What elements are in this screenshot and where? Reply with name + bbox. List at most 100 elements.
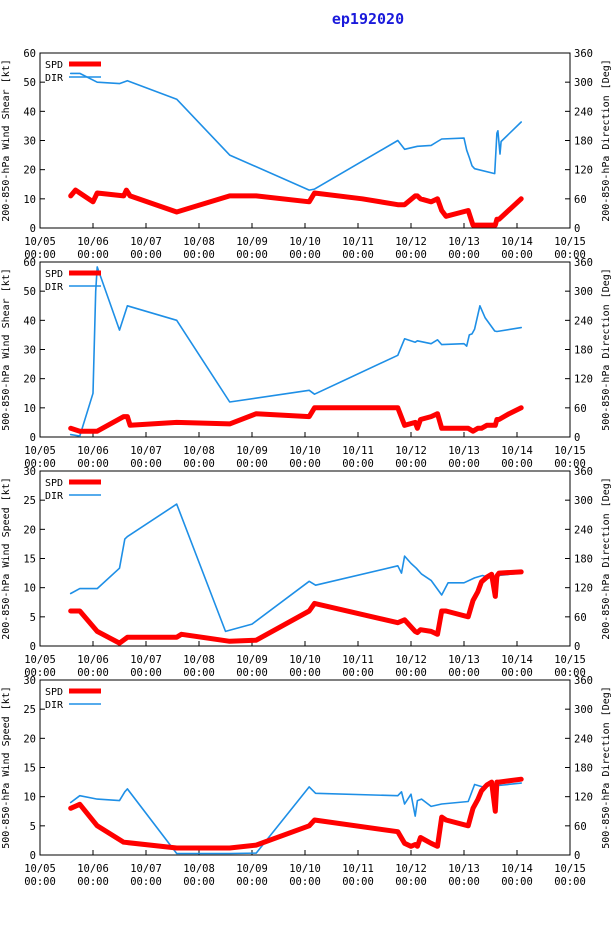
y2-tick-label: 0 bbox=[574, 641, 580, 653]
x-tick-time: 00:00 bbox=[342, 249, 374, 261]
x-tick-date: 10/15 bbox=[554, 654, 586, 666]
x-tick-time: 00:00 bbox=[395, 249, 427, 261]
x-tick-date: 10/12 bbox=[395, 236, 427, 248]
x-tick-time: 00:00 bbox=[130, 249, 162, 261]
x-tick-date: 10/11 bbox=[342, 863, 374, 875]
x-tick-time: 00:00 bbox=[289, 458, 321, 470]
y2-tick-label: 240 bbox=[574, 733, 593, 745]
y2-tick-label: 360 bbox=[574, 675, 593, 687]
x-tick-time: 00:00 bbox=[554, 876, 586, 888]
y2-tick-label: 60 bbox=[574, 821, 587, 833]
x-tick-time: 00:00 bbox=[289, 249, 321, 261]
x-tick-date: 10/09 bbox=[236, 863, 268, 875]
y2-tick-label: 180 bbox=[574, 554, 593, 566]
x-tick-date: 10/06 bbox=[77, 863, 109, 875]
x-tick-time: 00:00 bbox=[24, 876, 56, 888]
x-tick-date: 10/13 bbox=[448, 445, 480, 457]
x-tick-time: 00:00 bbox=[448, 249, 480, 261]
y-axis-label: 200-850-hPa Wind Speed [kt] bbox=[1, 477, 12, 640]
y-axis-label: 500-850-hPa Wind Shear [kt] bbox=[1, 268, 12, 431]
y2-tick-label: 240 bbox=[574, 315, 593, 327]
legend-label-dir: DIR bbox=[45, 73, 64, 84]
y-tick-label: 30 bbox=[23, 345, 36, 357]
spd-series-line bbox=[68, 569, 524, 646]
y2-axis-label: 200-850-hPa Direction [Deg] bbox=[601, 477, 612, 640]
y-tick-label: 5 bbox=[30, 821, 36, 833]
chart-panel-2: 010203040506006012018024030036010/0500:0… bbox=[1, 257, 612, 470]
y2-tick-label: 60 bbox=[574, 403, 587, 415]
dir-series-line bbox=[69, 782, 523, 855]
x-tick-date: 10/08 bbox=[183, 236, 215, 248]
y-tick-label: 30 bbox=[23, 136, 36, 148]
x-tick-time: 00:00 bbox=[501, 458, 533, 470]
x-tick-time: 00:00 bbox=[289, 876, 321, 888]
x-tick-time: 00:00 bbox=[24, 667, 56, 679]
x-tick-date: 10/11 bbox=[342, 445, 374, 457]
y2-tick-label: 0 bbox=[574, 432, 580, 444]
x-tick-date: 10/14 bbox=[501, 445, 533, 457]
x-tick-date: 10/05 bbox=[24, 445, 56, 457]
y-tick-label: 30 bbox=[23, 675, 36, 687]
x-tick-time: 00:00 bbox=[448, 458, 480, 470]
y-tick-label: 50 bbox=[23, 77, 36, 89]
x-tick-date: 10/08 bbox=[183, 445, 215, 457]
y-tick-label: 20 bbox=[23, 374, 36, 386]
x-tick-time: 00:00 bbox=[77, 249, 109, 261]
x-tick-time: 00:00 bbox=[501, 667, 533, 679]
y-tick-label: 15 bbox=[23, 763, 36, 775]
y-tick-label: 40 bbox=[23, 315, 36, 327]
y-tick-label: 5 bbox=[30, 612, 36, 624]
y-tick-label: 60 bbox=[23, 48, 36, 60]
x-tick-time: 00:00 bbox=[554, 667, 586, 679]
legend-label-dir: DIR bbox=[45, 282, 64, 293]
x-tick-time: 00:00 bbox=[342, 458, 374, 470]
x-tick-time: 00:00 bbox=[554, 458, 586, 470]
x-tick-date: 10/15 bbox=[554, 236, 586, 248]
x-tick-date: 10/11 bbox=[342, 654, 374, 666]
y-tick-label: 50 bbox=[23, 286, 36, 298]
x-tick-time: 00:00 bbox=[342, 667, 374, 679]
x-tick-time: 00:00 bbox=[448, 667, 480, 679]
legend-label-spd: SPD bbox=[45, 269, 63, 280]
y-tick-label: 15 bbox=[23, 554, 36, 566]
figure-title: ep192020 bbox=[332, 10, 404, 28]
x-tick-time: 00:00 bbox=[236, 667, 268, 679]
legend-label-spd: SPD bbox=[45, 60, 63, 71]
y2-tick-label: 120 bbox=[574, 374, 593, 386]
spd-series-line bbox=[68, 776, 524, 851]
x-tick-date: 10/14 bbox=[501, 863, 533, 875]
x-tick-time: 00:00 bbox=[24, 458, 56, 470]
chart-panel-1: 010203040506006012018024030036010/0500:0… bbox=[1, 48, 612, 261]
y-tick-label: 0 bbox=[30, 850, 36, 862]
x-tick-date: 10/06 bbox=[77, 236, 109, 248]
x-tick-date: 10/09 bbox=[236, 236, 268, 248]
x-tick-date: 10/08 bbox=[183, 863, 215, 875]
x-tick-time: 00:00 bbox=[236, 458, 268, 470]
x-tick-date: 10/06 bbox=[77, 445, 109, 457]
x-tick-time: 00:00 bbox=[342, 876, 374, 888]
y2-tick-label: 120 bbox=[574, 165, 593, 177]
legend-label-dir: DIR bbox=[45, 491, 64, 502]
x-tick-date: 10/07 bbox=[130, 445, 162, 457]
legend-label-dir: DIR bbox=[45, 700, 64, 711]
y-axis-label: 500-850-hPa Wind Speed [kt] bbox=[1, 686, 12, 849]
x-tick-time: 00:00 bbox=[395, 667, 427, 679]
x-tick-date: 10/08 bbox=[183, 654, 215, 666]
y-tick-label: 25 bbox=[23, 704, 36, 716]
x-tick-date: 10/13 bbox=[448, 654, 480, 666]
y-tick-label: 0 bbox=[30, 432, 36, 444]
y2-tick-label: 240 bbox=[574, 524, 593, 536]
x-tick-date: 10/12 bbox=[395, 863, 427, 875]
y-tick-label: 10 bbox=[23, 792, 36, 804]
x-tick-time: 00:00 bbox=[130, 458, 162, 470]
x-tick-time: 00:00 bbox=[236, 249, 268, 261]
x-tick-time: 00:00 bbox=[183, 249, 215, 261]
y2-tick-label: 360 bbox=[574, 257, 593, 269]
x-tick-date: 10/07 bbox=[130, 654, 162, 666]
dir-series-line bbox=[69, 503, 523, 633]
spd-series-line bbox=[68, 405, 524, 434]
spd-series-line bbox=[68, 187, 524, 228]
x-tick-time: 00:00 bbox=[289, 667, 321, 679]
y-tick-label: 0 bbox=[30, 223, 36, 235]
